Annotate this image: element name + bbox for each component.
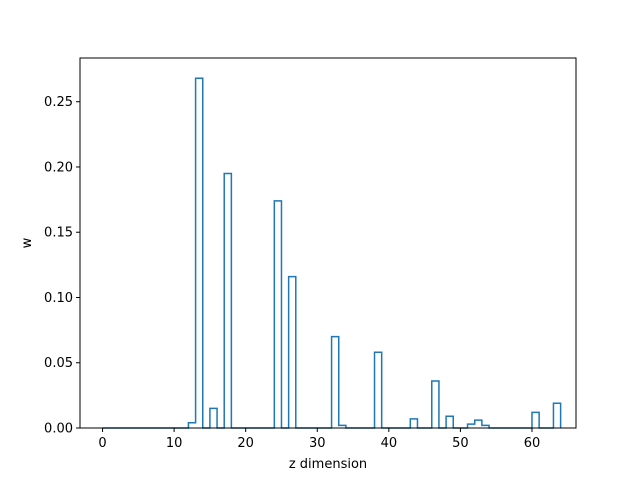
x-tick-label: 20 xyxy=(237,436,254,451)
x-tick-label: 40 xyxy=(381,436,398,451)
x-tick-label: 0 xyxy=(98,436,106,451)
x-axis-label: z dimension xyxy=(289,457,367,472)
y-tick-label: 0.25 xyxy=(44,95,73,110)
y-axis-ticks: 0.00 0.05 0.10 0.15 0.20 0.25 xyxy=(44,95,80,437)
x-axis-ticks: 0 10 20 30 40 50 60 xyxy=(98,428,540,451)
plot-area xyxy=(102,77,562,429)
y-tick-label: 0.15 xyxy=(44,226,73,241)
y-axis-label: w xyxy=(20,237,35,248)
histogram-outline xyxy=(102,77,562,429)
y-tick-label: 0.00 xyxy=(44,422,73,437)
x-tick-label: 50 xyxy=(452,436,469,451)
x-tick-label: 60 xyxy=(524,436,541,451)
y-tick-label: 0.20 xyxy=(44,160,73,175)
axes-frame xyxy=(79,57,577,429)
y-tick-label: 0.05 xyxy=(44,356,73,371)
x-tick-label: 30 xyxy=(309,436,326,451)
y-tick-label: 0.10 xyxy=(44,291,73,306)
x-tick-label: 10 xyxy=(166,436,183,451)
